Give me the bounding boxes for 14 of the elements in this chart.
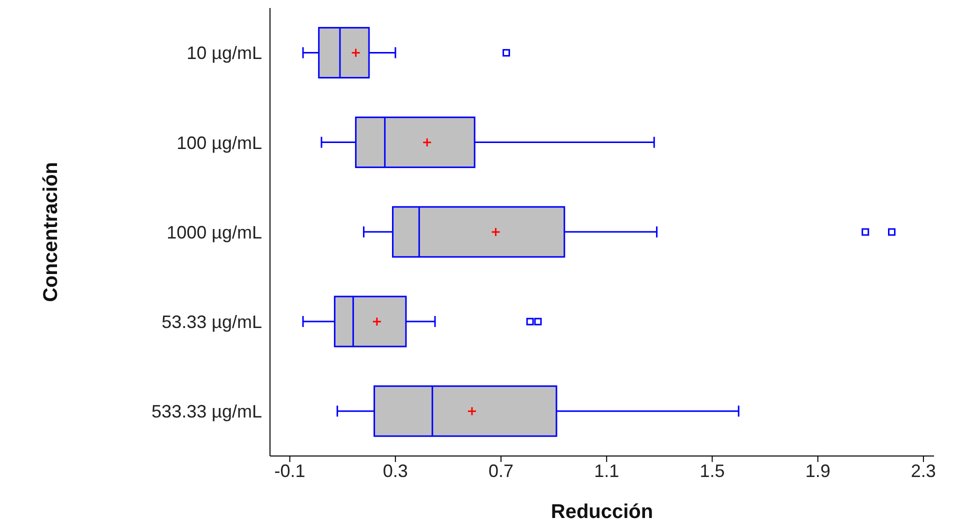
x-axis-title: Reducción (550, 501, 654, 523)
x-tick-label: 0.7 (488, 460, 514, 481)
y-axis-title: Concentración (40, 162, 62, 302)
x-tick-label: 1.1 (594, 460, 620, 481)
y-tick-label: 100 µg/mL (176, 132, 262, 153)
x-tick-label: -0.1 (274, 460, 306, 481)
x-tick-label: 1.5 (700, 460, 725, 481)
y-tick-label: 53.33 µg/mL (162, 312, 262, 332)
x-tick-label: 1.9 (805, 460, 830, 481)
x-tick-label: 2.3 (910, 460, 936, 481)
y-tick-label: 10 µg/mL (186, 43, 262, 64)
y-tick-label: 1000 µg/mL (166, 222, 262, 242)
y-tick-label: 533.33 µg/mL (152, 402, 262, 422)
x-tick-label: 0.3 (382, 460, 408, 481)
